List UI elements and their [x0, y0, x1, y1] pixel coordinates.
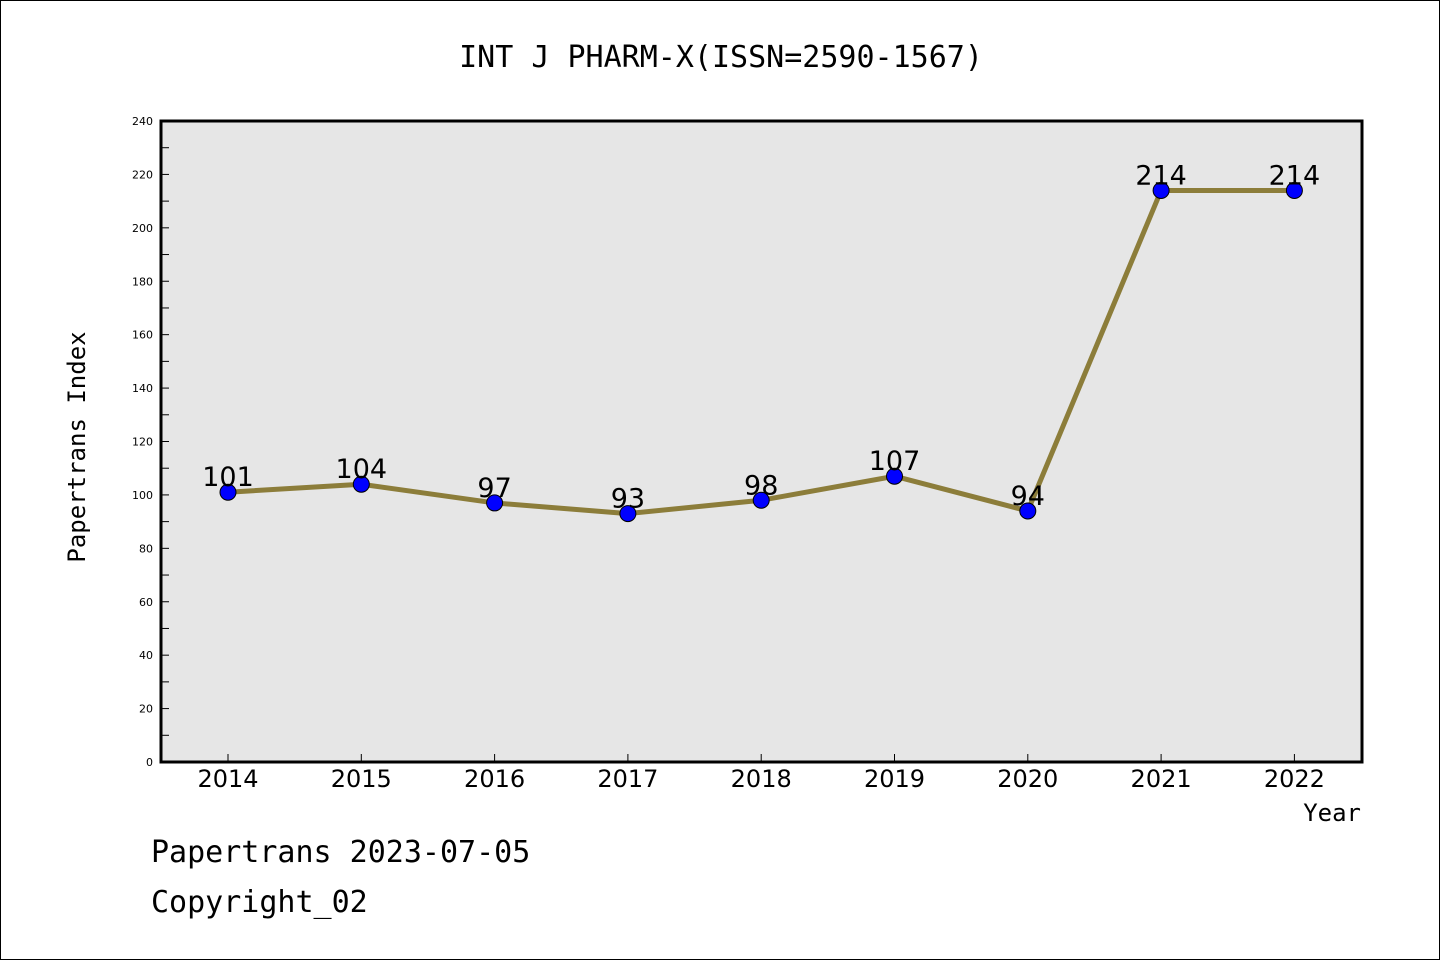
data-point-marker: [1019, 502, 1037, 520]
y-axis-label: Papertrans Index: [63, 331, 91, 562]
footer-copyright: Copyright_02: [151, 885, 368, 920]
y-tick-label: 40: [139, 649, 153, 662]
data-point-label: 214: [1135, 160, 1187, 191]
chart-title: INT J PHARM-X(ISSN=2590-1567): [459, 40, 983, 75]
data-point-label: 101: [202, 462, 254, 493]
y-tick-label: 0: [146, 756, 153, 769]
series-line-group: 101 104 97 93 98 107 94 214 214: [202, 160, 1321, 523]
data-point-label: 98: [744, 470, 778, 501]
y-tick-label: 100: [132, 489, 153, 502]
y-tick-label: 140: [132, 382, 153, 395]
x-axis: 2014 2015 2016 2017 2018 2019 2020 2021 2022: [197, 754, 1325, 793]
y-axis: 0 20 40 60 80 100 120 140 160 180 200 220 240: [132, 115, 169, 769]
y-tick-label: 80: [139, 542, 153, 555]
x-tick-label: 2015: [331, 765, 392, 793]
data-point-marker: [352, 475, 370, 493]
y-tick-label: 200: [132, 222, 153, 235]
x-tick-label: 2021: [1131, 765, 1192, 793]
data-point-label: 97: [477, 473, 511, 504]
data-point-marker: [219, 483, 237, 501]
data-point-marker: [1285, 181, 1303, 199]
data-point-label: 214: [1269, 160, 1321, 191]
data-point-label: 93: [611, 484, 645, 515]
y-tick-label: 240: [132, 115, 153, 128]
data-point-marker: [1152, 181, 1170, 199]
data-point-label: 104: [336, 454, 388, 485]
x-axis-label: Year: [1303, 799, 1361, 827]
y-tick-label: 20: [139, 703, 153, 716]
x-tick-label: 2018: [731, 765, 792, 793]
data-point-marker: [486, 494, 504, 512]
y-tick-label: 60: [139, 596, 153, 609]
x-tick-label: 2014: [197, 765, 258, 793]
x-tick-label: 2017: [597, 765, 658, 793]
data-point-label: 107: [869, 446, 921, 477]
x-tick-label: 2020: [997, 765, 1058, 793]
x-tick-label: 2022: [1264, 765, 1325, 793]
footer-date: Papertrans 2023-07-05: [151, 835, 531, 870]
y-tick-label: 160: [132, 329, 153, 342]
data-point-label: 94: [1011, 481, 1045, 512]
x-tick-label: 2016: [464, 765, 525, 793]
data-point-marker: [886, 467, 903, 485]
plot-area: [159, 119, 1364, 764]
data-point-marker: [619, 505, 637, 523]
y-tick-label: 180: [132, 275, 153, 288]
data-point-marker: [752, 491, 770, 509]
x-tick-label: 2019: [864, 765, 925, 793]
y-tick-label: 220: [132, 168, 153, 181]
y-tick-label: 120: [132, 436, 153, 449]
